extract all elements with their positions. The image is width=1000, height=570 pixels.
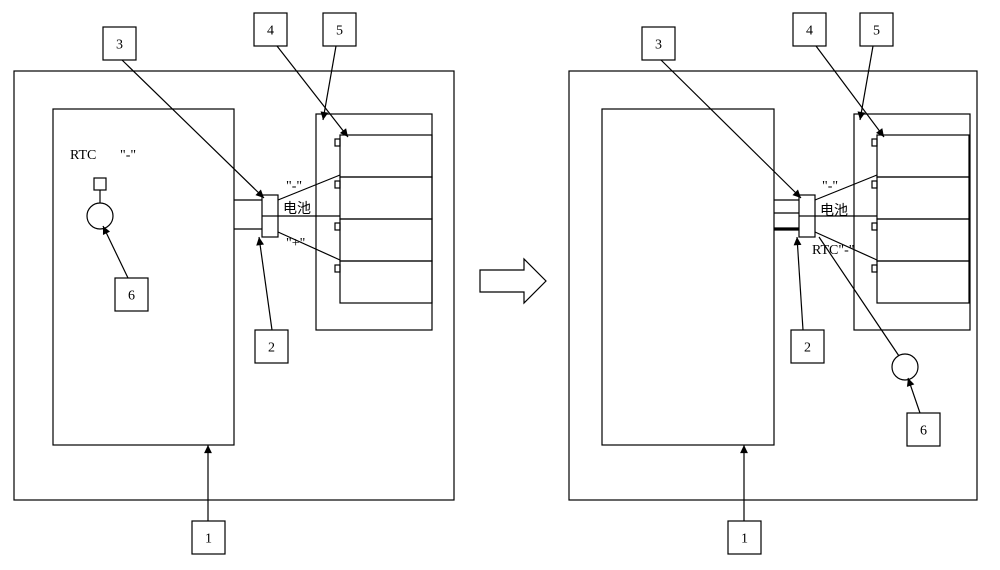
svg-text:5: 5 [873, 24, 880, 39]
svg-text:RTC"-": RTC"-" [812, 243, 854, 258]
svg-text:4: 4 [267, 24, 274, 39]
svg-text:"-": "-" [822, 179, 838, 194]
svg-text:2: 2 [268, 341, 275, 356]
svg-text:5: 5 [336, 24, 343, 39]
svg-text:6: 6 [920, 424, 927, 439]
svg-text:"+": "+" [286, 236, 305, 251]
svg-text:4: 4 [806, 24, 813, 39]
svg-text:电池: 电池 [283, 201, 311, 217]
svg-text:"-": "-" [120, 148, 136, 163]
svg-text:1: 1 [205, 532, 212, 547]
svg-text:6: 6 [128, 289, 135, 304]
diagram-canvas: RTC"-""-"电池"+"123456"-"电池RTC"-"123456 [0, 0, 1000, 570]
svg-text:3: 3 [655, 38, 662, 53]
svg-text:电池: 电池 [820, 203, 848, 219]
svg-text:3: 3 [116, 38, 123, 53]
svg-text:"-": "-" [286, 179, 302, 194]
svg-text:1: 1 [741, 532, 748, 547]
svg-text:2: 2 [804, 341, 811, 356]
svg-text:RTC: RTC [70, 148, 96, 163]
